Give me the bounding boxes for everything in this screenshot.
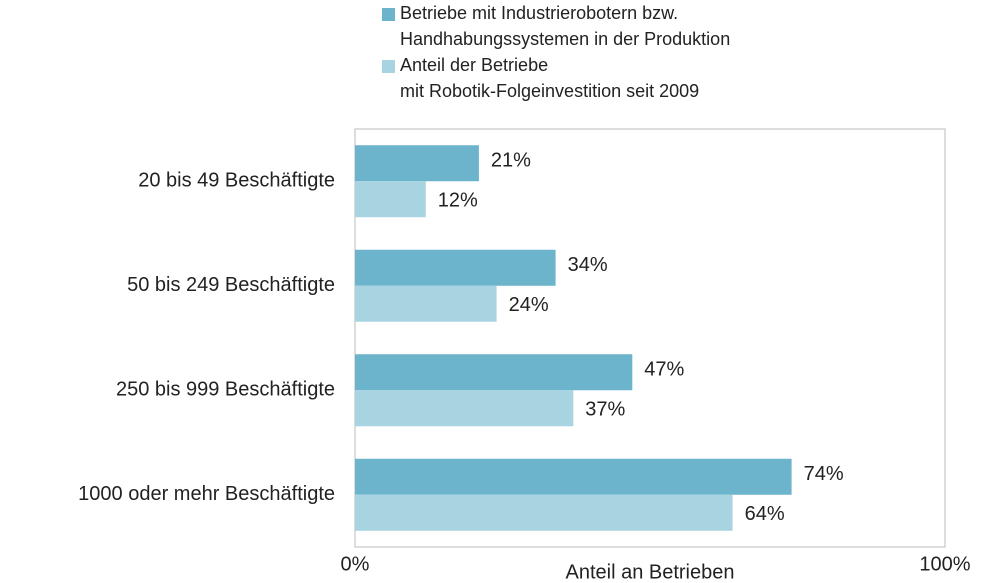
y-tick-label: 20 bis 49 Beschäftigte [138, 170, 335, 192]
data-label: 12% [438, 190, 478, 212]
data-label: 24% [509, 294, 549, 316]
bar [355, 458, 792, 495]
data-label: 21% [491, 150, 531, 172]
bar [355, 390, 574, 427]
legend-text: Betriebe mit Industrierobotern bzw. Hand… [400, 3, 731, 49]
data-label: 64% [745, 503, 785, 525]
bar [355, 494, 733, 531]
bar [355, 354, 633, 391]
x-axis-label: Anteil an Betrieben [565, 561, 734, 583]
x-tick-label: 0% [341, 553, 370, 575]
y-tick-label: 50 bis 249 Beschäftigte [127, 274, 335, 296]
legend-item: Betriebe mit Industrierobotern bzw. Hand… [382, 3, 730, 52]
data-label: 34% [568, 254, 608, 276]
legend-swatch [382, 60, 395, 73]
legend-item: Anteil der Betriebe mit Robotik-Folgeinv… [382, 55, 730, 104]
data-label: 47% [644, 359, 684, 381]
data-label: 37% [585, 399, 625, 421]
bar [355, 181, 426, 218]
legend: Betriebe mit Industrierobotern bzw. Hand… [382, 3, 730, 108]
bar [355, 249, 556, 286]
legend-text: Anteil der Betriebe mit Robotik-Folgeinv… [400, 55, 700, 101]
x-tick-label: 100% [919, 553, 970, 575]
legend-swatch [382, 8, 395, 21]
y-tick-label: 250 bis 999 Beschäftigte [116, 379, 335, 401]
data-label: 74% [804, 463, 844, 485]
y-tick-label: 1000 oder mehr Beschäftigte [78, 483, 335, 505]
bar [355, 145, 479, 182]
bar [355, 285, 497, 322]
plot-frame [354, 128, 946, 548]
